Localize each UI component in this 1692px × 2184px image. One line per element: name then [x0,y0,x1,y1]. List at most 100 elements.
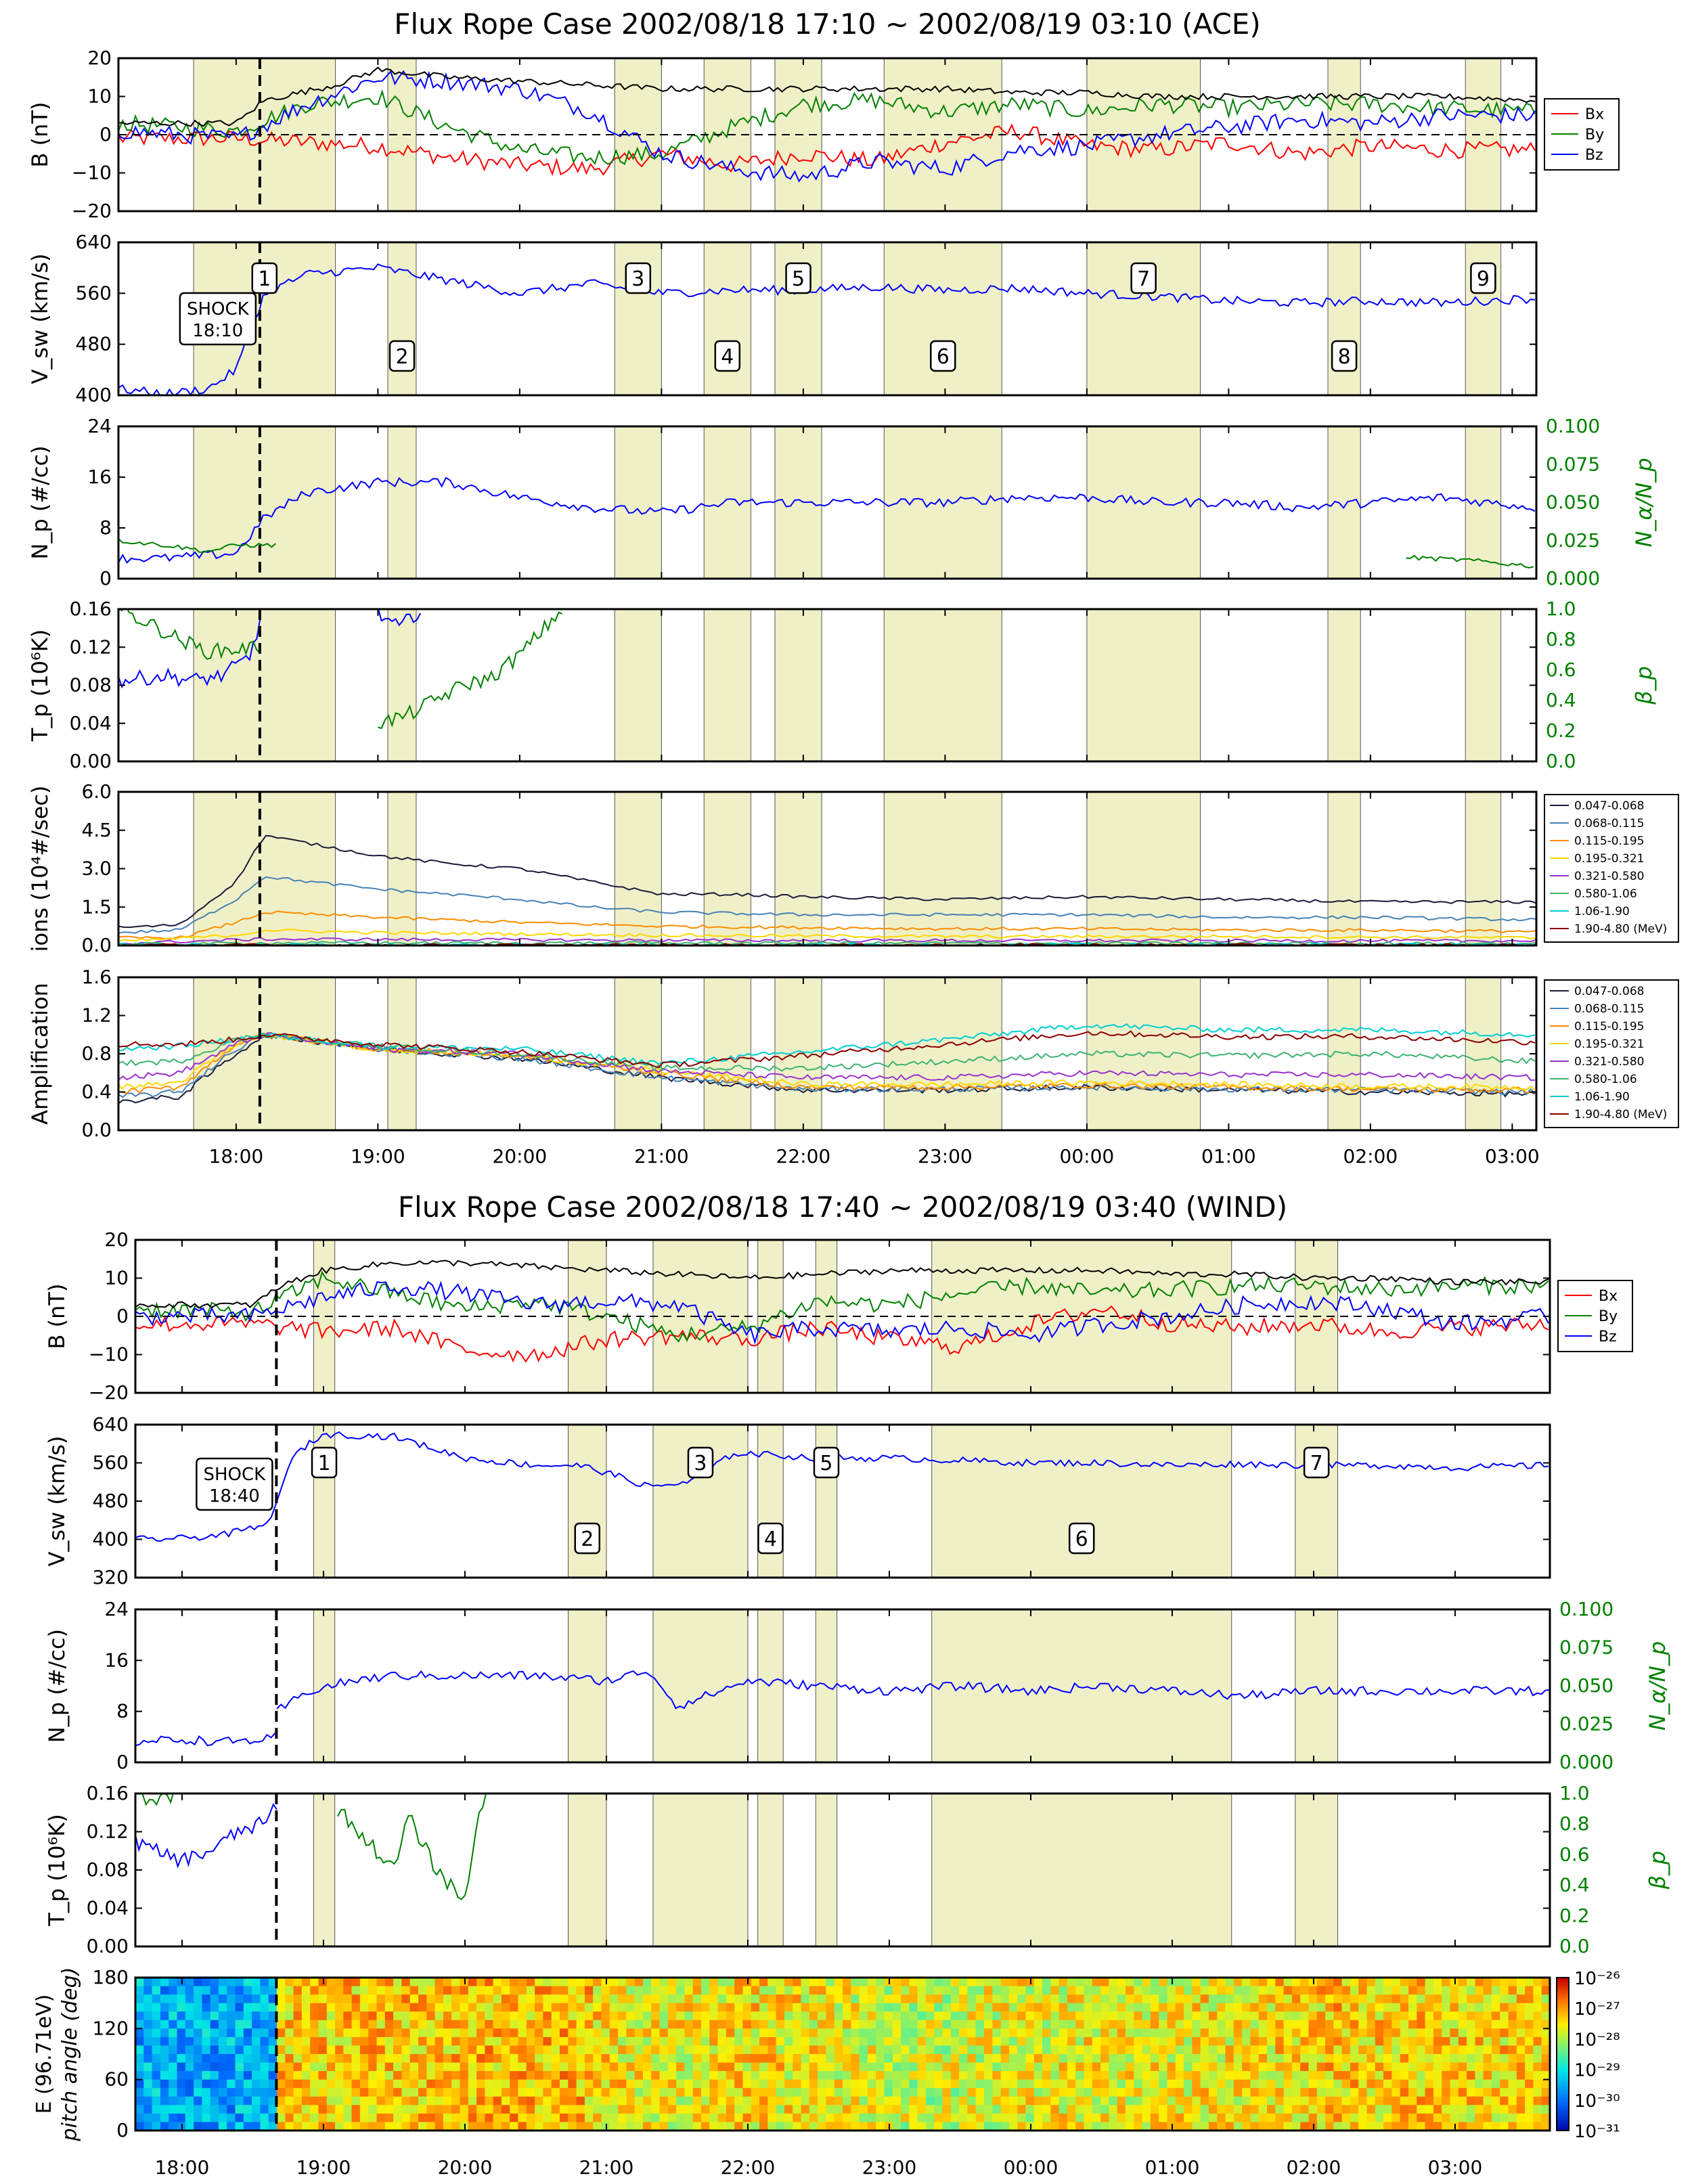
heat-cell [501,2062,510,2072]
heat-cell [1042,2028,1051,2038]
series-beta [141,1793,174,1806]
heat-cell [1159,2036,1168,2047]
heat-cell [476,2062,485,2072]
heat-cell [1283,2122,1293,2131]
heat-cell [1250,2036,1260,2047]
heat-cell [1433,2020,1442,2029]
heat-cell [418,2020,427,2029]
heat-cell [601,1978,610,1987]
heat-cell [443,2122,452,2131]
heat-cell [1316,2036,1326,2047]
heat-cell [1308,2028,1318,2038]
heat-cell [194,2071,202,2080]
colorbar-cell [1557,2051,1569,2055]
heat-cell [409,2045,419,2055]
y-tick-label: 1.6 [81,966,112,988]
heat-cell [218,2105,227,2114]
legend-label: 0.580-1.06 [1574,887,1637,901]
heat-cell [1217,2036,1226,2047]
heat-cell [1100,2122,1109,2131]
heat-cell [1184,1986,1193,1995]
heat-cell [942,2062,952,2072]
heat-cell [418,2088,427,2097]
heat-cell [992,1994,1002,2004]
heat-cell [185,2096,194,2105]
heat-cell [135,2113,144,2123]
heat-cell [343,1994,353,2004]
heat-cell [1533,2113,1542,2123]
region-label-box [1068,1522,1095,1555]
y-tick-label: −20 [89,1381,129,1404]
y2-tick-label: 1.0 [1559,1782,1590,1804]
heat-cell [535,2028,543,2038]
heat-cell [809,1978,818,1987]
heat-cell [518,1986,527,1995]
region-5 [774,791,822,946]
heat-cell [160,2088,169,2097]
heat-cell [526,2071,535,2080]
heat-cell [1425,1978,1434,1987]
heat-cell [925,2079,935,2089]
region-2 [568,1793,607,1947]
heat-cell [1525,2113,1534,2123]
heat-cell [934,1986,943,1995]
heat-cell [876,2105,885,2114]
heat-cell [1308,2113,1318,2123]
heat-cell [667,2045,677,2055]
heat-cell [152,2003,161,2012]
heat-cell [1358,1994,1368,2004]
heat-cell [884,2062,893,2072]
heat-cell [892,2088,901,2097]
y-tick-label: −10 [89,1343,129,1366]
heat-cell [876,2003,885,2012]
heat-cell [185,2071,194,2080]
heat-cell [1483,2036,1492,2047]
heat-cell [1383,2088,1392,2097]
heat-cell [742,2105,752,2114]
heat-cell [767,1994,777,2004]
heat-cell [318,2122,328,2131]
heat-cell [376,2062,386,2072]
heat-cell [1050,2054,1060,2064]
heat-cell [717,2003,727,2012]
heat-cell [992,2088,1002,2097]
heat-cell [1417,2036,1426,2047]
heat-cell [1008,1986,1018,1995]
heat-cell [518,2036,527,2047]
heat-cell [876,2036,885,2047]
heat-cell [1092,2036,1101,2047]
heat-cell [967,2062,977,2072]
heat-cell [1109,2096,1118,2105]
heat-cell [1283,2096,1293,2105]
heat-cell [135,1978,144,1987]
heat-cell [1383,1978,1392,1987]
heat-cell [310,1986,319,1995]
legend-label: 0.195-0.321 [1574,1038,1644,1051]
heat-cell [751,1994,760,2004]
heat-cell [1225,2088,1234,2097]
colorbar-tick: 10⁻³⁰ [1574,2091,1620,2112]
region-label-box [687,1446,714,1479]
heat-cell [526,2096,535,2105]
heat-cell [143,2071,153,2080]
heat-cell [851,2113,860,2123]
heat-cell [1491,2020,1500,2029]
heat-cell [984,2122,993,2131]
heat-cell [1258,2054,1268,2064]
heat-cell [301,2054,311,2064]
heat-cell [609,1994,619,2004]
heat-cell [359,2113,369,2123]
heat-cell [468,2036,477,2047]
heat-cell [667,2088,677,2097]
heat-cell [1067,2062,1076,2072]
heat-cell [451,2122,461,2131]
heat-cell [1325,2062,1334,2072]
heat-cell [293,2113,303,2123]
heat-cell [1400,1986,1409,1995]
heat-cell [593,2079,602,2089]
heat-cell [634,2071,644,2080]
heat-cell [301,2079,311,2089]
heat-cell [1150,2036,1159,2047]
heat-cell [826,1986,835,1995]
